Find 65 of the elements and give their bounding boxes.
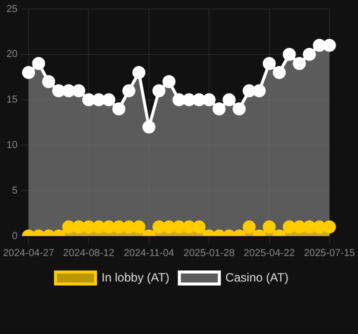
point	[302, 48, 316, 61]
y-tick-label: 5	[12, 185, 18, 196]
point	[42, 75, 56, 88]
point	[32, 56, 46, 70]
y-tick-label: 10	[6, 140, 18, 151]
x-tick-label: 2025-04-22	[244, 248, 296, 259]
point	[192, 220, 206, 234]
point	[322, 38, 336, 52]
x-tick-label: 2024-04-27	[3, 248, 55, 259]
point	[242, 84, 256, 98]
point	[292, 220, 306, 234]
point	[322, 220, 336, 234]
point	[122, 84, 136, 98]
point	[272, 66, 286, 80]
legend-label: In lobby (AT)	[102, 270, 170, 284]
point	[72, 220, 86, 234]
point	[192, 93, 206, 106]
point	[102, 93, 116, 106]
point	[242, 220, 256, 234]
point	[22, 66, 36, 80]
point	[312, 38, 326, 52]
point	[182, 93, 196, 106]
point	[112, 220, 126, 234]
point	[162, 220, 176, 234]
point	[222, 93, 236, 106]
x-tick-label: 2025-07-15	[304, 248, 356, 259]
point	[282, 48, 296, 61]
point	[202, 93, 216, 106]
point	[152, 220, 166, 234]
x-tick-label: 2024-11-04	[124, 248, 175, 259]
point	[132, 220, 146, 234]
point	[122, 220, 136, 234]
point	[152, 84, 166, 98]
point	[262, 220, 276, 234]
point	[112, 102, 126, 116]
point	[282, 220, 296, 234]
x-tick-label: 2025-01-28	[184, 248, 236, 259]
point	[172, 220, 186, 234]
point	[82, 220, 96, 234]
point	[182, 220, 196, 234]
y-tick-label: 25	[6, 4, 18, 15]
y-tick-label: 15	[6, 94, 18, 106]
point	[172, 93, 186, 106]
point	[212, 102, 226, 116]
point	[292, 56, 306, 70]
point	[92, 93, 106, 106]
point	[312, 220, 326, 234]
x-tick-label: 2024-08-12	[63, 248, 115, 259]
point	[142, 120, 156, 134]
point	[262, 56, 276, 70]
point	[52, 84, 66, 98]
point	[232, 102, 246, 116]
point	[162, 75, 176, 88]
point	[252, 84, 266, 98]
point	[92, 220, 106, 234]
legend-label: Casino (AT)	[225, 270, 288, 284]
y-tick-label: 20	[6, 49, 18, 60]
point	[302, 220, 316, 234]
point	[102, 220, 116, 234]
y-tick-label: 0	[12, 230, 18, 242]
point	[82, 93, 96, 106]
point	[132, 66, 146, 80]
point	[62, 84, 76, 98]
point	[62, 220, 76, 234]
point	[72, 84, 86, 98]
